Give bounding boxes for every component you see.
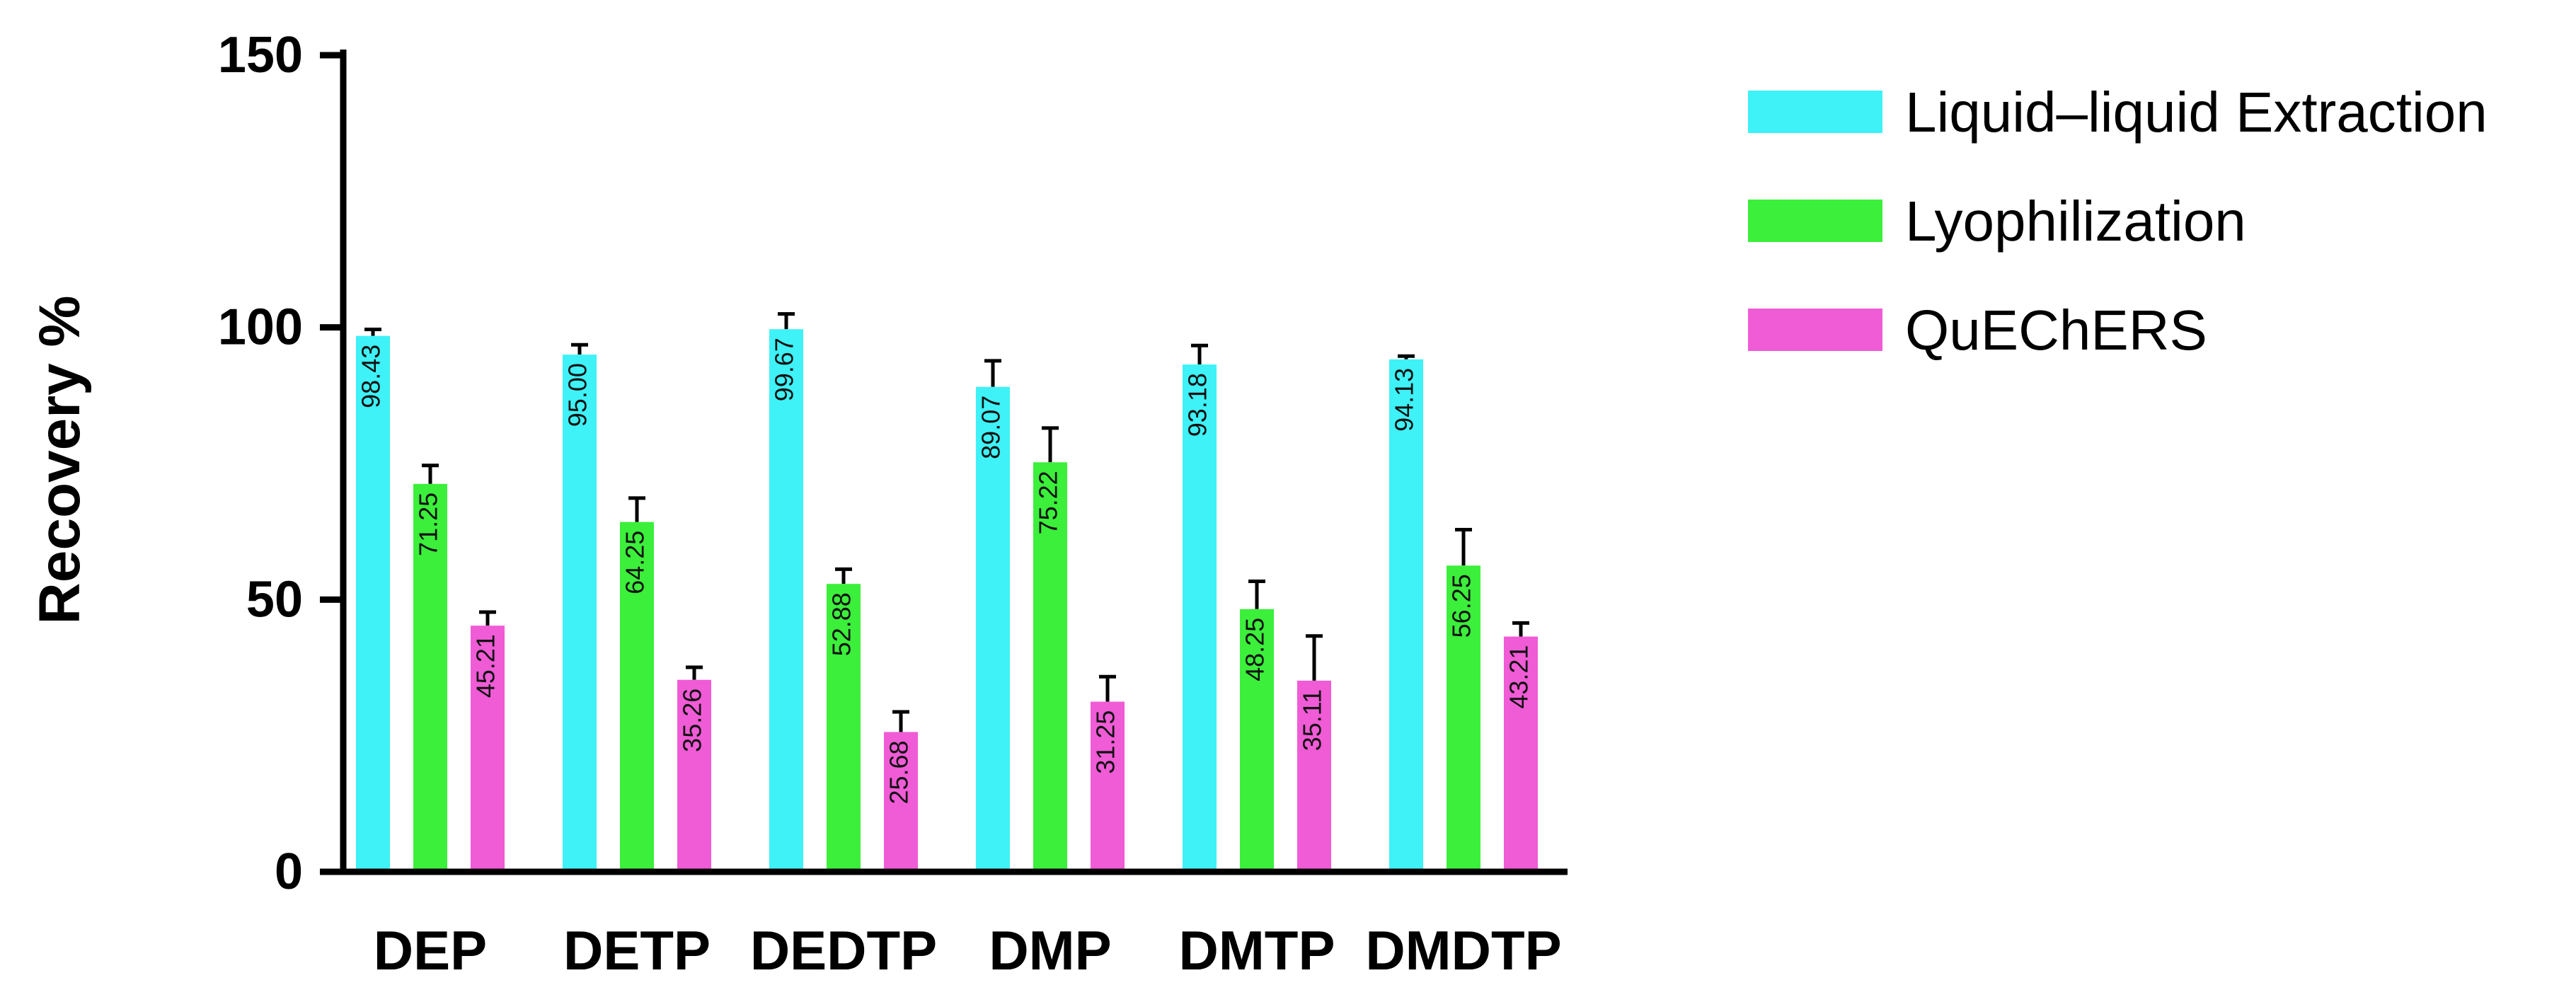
- bar: [1504, 636, 1538, 872]
- bar: [620, 522, 654, 872]
- bar: [1447, 565, 1480, 872]
- x-category-label: DEDTP: [750, 919, 937, 981]
- data-label: 93.18: [1183, 373, 1212, 437]
- data-label: 94.13: [1390, 368, 1419, 432]
- y-tick-label: 100: [218, 299, 303, 356]
- legend: Liquid–liquid Extraction Lyophilization Qu…: [1748, 81, 2488, 362]
- y-axis-title: Recovery %: [28, 296, 92, 625]
- bar: [1389, 359, 1423, 872]
- data-label: 52.88: [827, 592, 856, 656]
- bar: [563, 355, 597, 873]
- bar: [1240, 609, 1274, 872]
- legend-swatch: [1748, 309, 1882, 351]
- data-label: 98.43: [357, 345, 386, 408]
- x-category-labels: DEP DETP DEDTP DMP DMTP DMDTP: [374, 919, 1562, 981]
- x-category-label: DMP: [989, 919, 1111, 981]
- y-tick-label: 50: [246, 571, 303, 628]
- data-label: 43.21: [1505, 645, 1534, 709]
- bar: [1091, 701, 1125, 872]
- data-label: 95.00: [563, 363, 592, 427]
- data-label: 89.07: [977, 396, 1006, 459]
- data-label: 35.11: [1298, 689, 1327, 751]
- legend-label: Lyophilization: [1905, 190, 2246, 253]
- data-label: 56.25: [1447, 574, 1476, 638]
- axes: 0 50 100 150 DEP DETP DEDTP DMP DMTP DMDTP Recov…: [28, 27, 1568, 981]
- x-category-label: DMTP: [1179, 919, 1335, 981]
- legend-swatch: [1748, 91, 1882, 133]
- y-tick-label: 150: [218, 27, 303, 84]
- data-label: 48.25: [1241, 618, 1270, 681]
- legend-label: Liquid–liquid Extraction: [1905, 81, 2488, 144]
- data-label: 99.67: [770, 338, 799, 401]
- bar: [356, 335, 390, 872]
- bar: [1297, 680, 1331, 872]
- bar: [471, 626, 505, 872]
- data-label: 75.22: [1034, 471, 1063, 534]
- bar: [1183, 364, 1217, 872]
- bar: [884, 732, 918, 872]
- legend-swatch: [1748, 200, 1882, 242]
- data-label: 25.68: [885, 740, 914, 804]
- plot-area: 98.43 71.25 45.21 95.00 64.25 35.26 99.67 52.88…: [356, 312, 1538, 873]
- data-label: 45.21: [471, 634, 500, 698]
- bar: [827, 584, 861, 872]
- data-label: 64.25: [621, 531, 650, 594]
- data-label: 35.26: [678, 689, 707, 752]
- legend-label: QuEChERS: [1905, 299, 2207, 362]
- bar: [677, 679, 711, 872]
- x-category-label: DETP: [563, 919, 711, 981]
- y-tick-label: 0: [275, 843, 303, 900]
- bar: [1033, 462, 1067, 872]
- bar: [976, 386, 1010, 872]
- bar: [769, 329, 803, 873]
- data-label: 31.25: [1091, 710, 1120, 774]
- x-category-label: DMDTP: [1365, 919, 1561, 981]
- data-label: 71.25: [414, 493, 443, 556]
- y-ticks: 0 50 100 150: [218, 27, 343, 900]
- bar: [413, 483, 447, 872]
- x-category-label: DEP: [374, 919, 487, 981]
